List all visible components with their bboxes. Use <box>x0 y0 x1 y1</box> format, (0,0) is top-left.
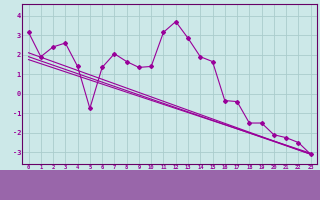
X-axis label: Windchill (Refroidissement éolien,°C): Windchill (Refroidissement éolien,°C) <box>84 173 255 182</box>
